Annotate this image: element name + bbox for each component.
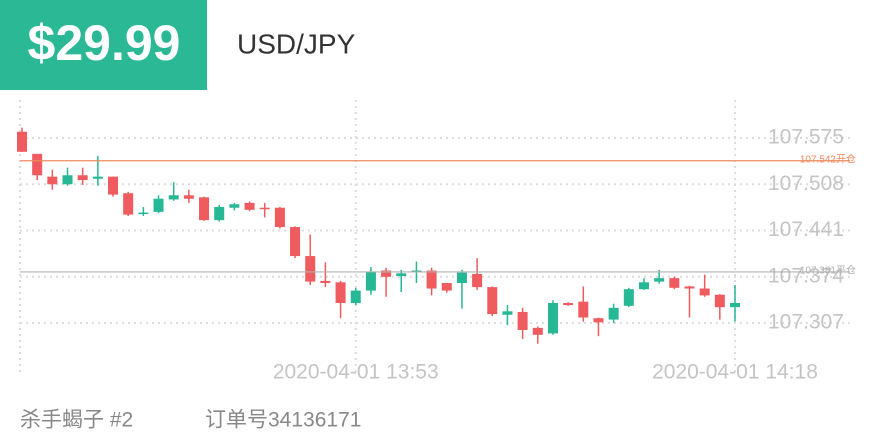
candle-body <box>199 197 210 221</box>
candle-body <box>487 287 498 315</box>
x-tick-label: 2020-04-01 13:53 <box>273 361 439 384</box>
candle-body <box>684 286 695 289</box>
candle-body <box>17 131 27 152</box>
candle-body <box>229 204 240 208</box>
candle-body <box>411 270 422 273</box>
candle-body <box>183 195 194 199</box>
candle-body <box>214 207 225 221</box>
candle-body <box>547 303 558 334</box>
candle-body <box>441 282 452 291</box>
candle-body <box>32 153 43 176</box>
candle-body <box>259 207 270 210</box>
candle-body <box>320 280 331 283</box>
candle-body <box>335 282 346 304</box>
candle-body <box>699 288 710 296</box>
candle-body <box>153 198 164 212</box>
price: $29.99 <box>28 15 181 71</box>
candle-body <box>456 272 467 283</box>
candle-body <box>623 289 634 306</box>
order-label: 订单号 <box>205 409 268 432</box>
price-badge <box>0 0 207 90</box>
y-tick-label: 107.508 <box>768 172 844 195</box>
reference-label: 107.381平仓 <box>800 264 856 277</box>
candle-body <box>472 274 483 288</box>
candle-body <box>532 327 543 335</box>
symbol: USD/JPY <box>237 28 356 59</box>
candle-body <box>517 311 528 330</box>
candle-body <box>305 256 316 282</box>
candle-body <box>274 207 285 228</box>
trader: 杀手蝎子 #2 <box>20 409 133 432</box>
candle-body <box>608 307 619 320</box>
candle-body <box>350 290 361 304</box>
candle-body <box>396 273 407 277</box>
reference-label: 107.542开仓 <box>800 152 856 165</box>
candle-body <box>730 303 740 308</box>
candle-body <box>168 195 179 200</box>
y-tick-label: 107.374 <box>768 264 844 287</box>
candle-body <box>108 176 119 195</box>
y-tick-label: 107.441 <box>768 218 844 241</box>
candle-body <box>47 176 58 185</box>
candle-body <box>563 303 574 306</box>
x-tick-label: 2020-04-01 14:18 <box>652 361 818 384</box>
y-tick-label: 107.575 <box>768 126 844 149</box>
candle-body <box>77 175 88 181</box>
candle-body <box>593 318 604 323</box>
order-number: 34136171 <box>268 409 361 432</box>
candle-body <box>578 301 589 318</box>
candle-body <box>92 176 103 179</box>
candle-body <box>654 278 665 282</box>
candle-body <box>138 212 149 215</box>
candle-body <box>244 202 255 210</box>
chart: 107.575 107.508 107.441 107.374 107.307 2020-… <box>17 100 856 384</box>
candle-body <box>714 294 725 308</box>
candle-body <box>638 282 649 290</box>
candle-body <box>290 227 301 257</box>
candle-body <box>426 270 437 289</box>
candle-body <box>381 270 392 277</box>
candle-body <box>123 193 134 215</box>
candle-body <box>502 311 513 315</box>
candle-body <box>365 271 376 291</box>
candle-body <box>62 175 73 185</box>
y-tick-label: 107.307 <box>768 311 844 334</box>
candle-body <box>669 278 680 288</box>
